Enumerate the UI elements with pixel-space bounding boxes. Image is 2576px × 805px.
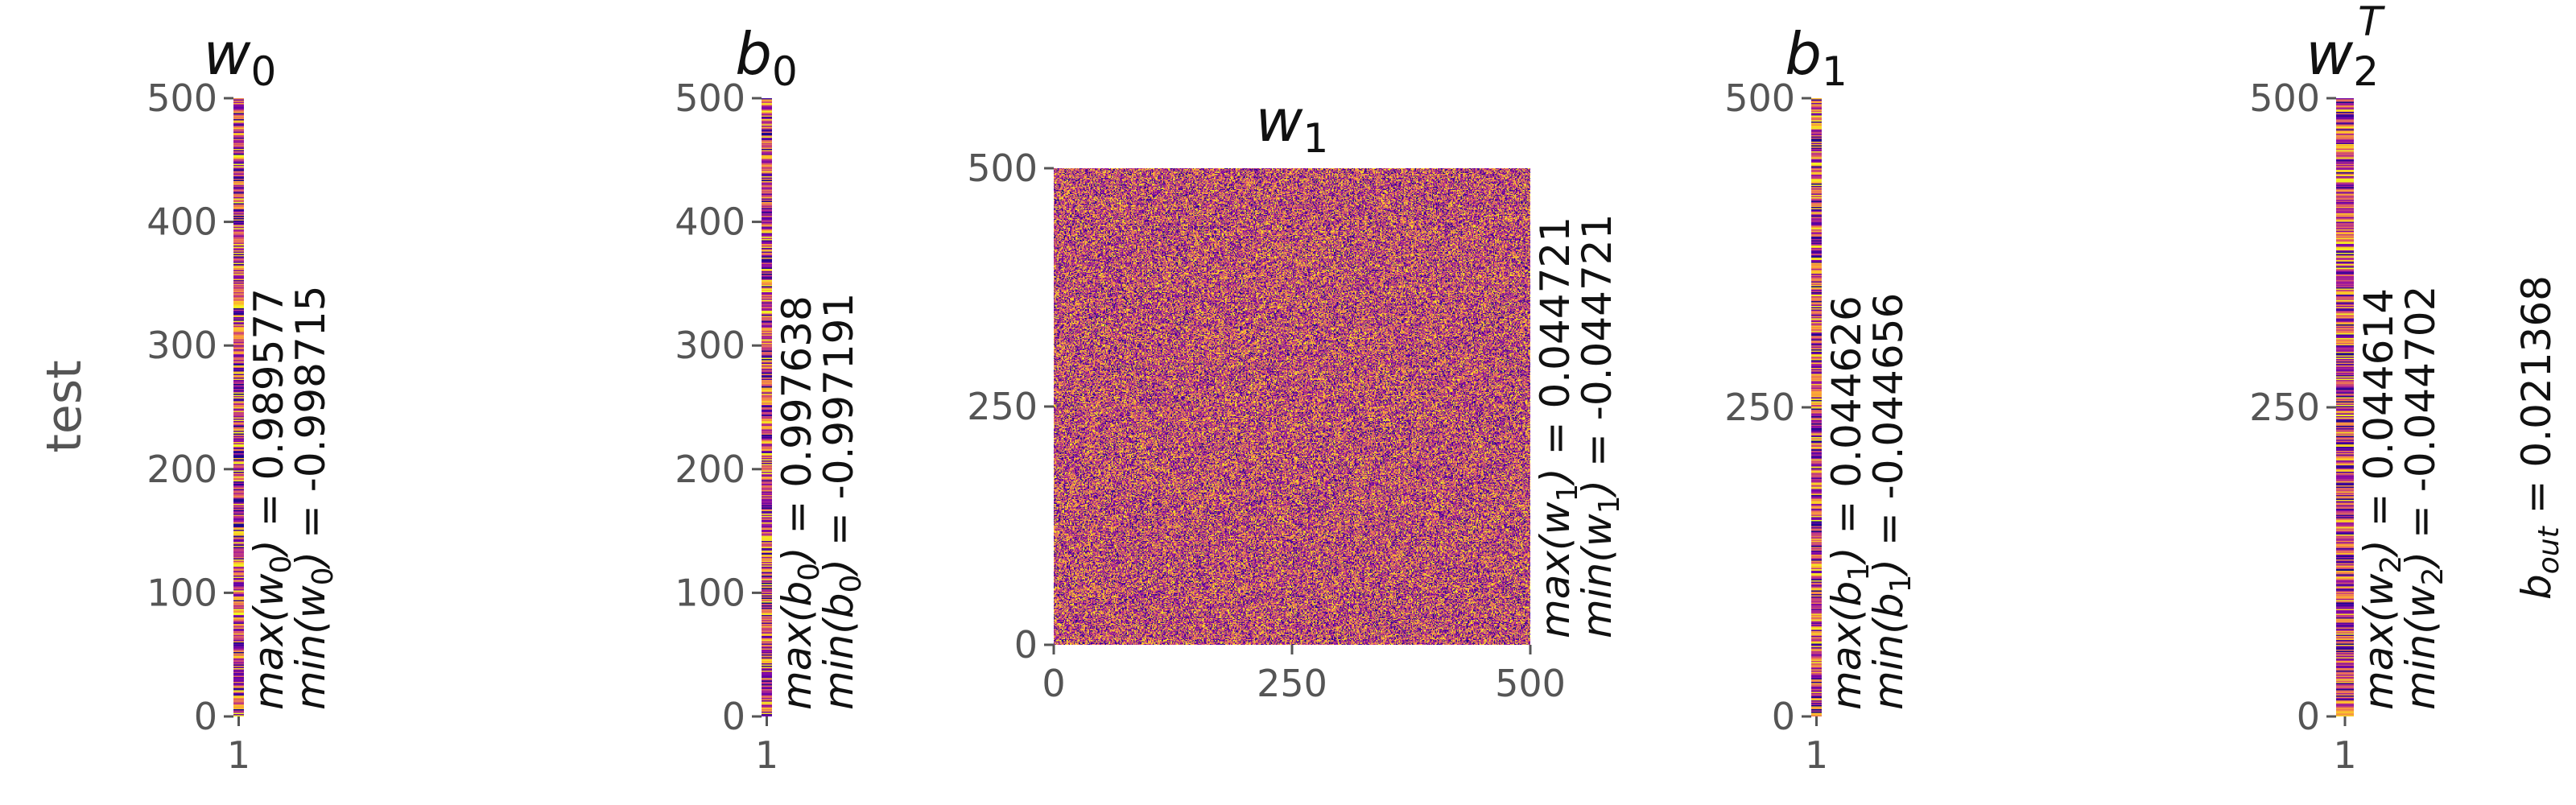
ytick-label-b0-200: 200 [675,448,745,491]
heatmap-b1 [1811,98,1822,716]
panel-title-b0: b0 [735,20,798,95]
heatmap-w0 [233,98,244,716]
min-label-b0: min(b0) = -0.997191 [815,293,868,710]
ytick-label-w0-100: 100 [147,571,217,614]
ytick-label-w2T-250: 250 [2249,386,2320,429]
xtick-label-w1-0: 0 [1042,662,1065,705]
xtick-label-w2T: 1 [2333,733,2356,777]
min-label-b1: min(b1) = -0.044656 [1865,293,1918,710]
ytick-label-b1-500: 500 [1724,76,1795,120]
panel-title-w2T: w2T [2306,0,2385,95]
ytick-label-w2T-500: 500 [2249,76,2320,120]
min-label-w0: min(w0) = -0.998715 [287,286,340,710]
ytick-label-w0-200: 200 [147,448,217,491]
xtick-label-w1-250: 250 [1257,662,1327,705]
panel-title-w0: w0 [204,20,277,95]
xtick-label-b1: 1 [1805,733,1828,777]
xtick-label-b0: 1 [755,733,778,777]
ytick-label-b0-300: 300 [675,324,745,367]
max-label-w2T: max(w2) = 0.044614 [2355,288,2408,710]
bias-out-annotation: bout = 0.021368 [2513,275,2566,600]
min-label-w1: min(w1) = -0.044721 [1574,214,1626,638]
heatmap-w2T [2336,98,2354,716]
ytick-label-w1-500: 500 [967,147,1038,190]
bias-out-label: bout = 0.021368 [2513,275,2566,600]
ytick-label-b0-500: 500 [675,76,745,120]
ytick-label-b0-400: 400 [675,200,745,244]
xtick-label-w0: 1 [227,733,250,777]
row-label: test [36,360,93,452]
ytick-label-b0-100: 100 [675,571,745,614]
ytick-label-b1-250: 250 [1724,386,1795,429]
ytick-label-w0-500: 500 [147,76,217,120]
max-label-b0: max(b0) = 0.997638 [774,295,826,710]
ytick-label-w0-0: 0 [194,695,217,738]
max-label-w0: max(w0) = 0.989577 [246,288,298,710]
heatmap-b0 [762,98,772,716]
panel-title-b1: b1 [1785,20,1847,95]
panel-w0: w0 0 100 200 300 400 500 1 max(w0) = 0.989577min… [147,20,340,777]
ytick-label-b0-0: 0 [722,695,745,738]
xtick-label-w1-500: 500 [1495,662,1566,705]
ytick-label-b1-0: 0 [1772,695,1795,738]
panel-w1: w1 0 250 500 0 250 500 max(w1) = 0.044721min(w1… [967,87,1626,705]
min-label-w2T: min(w2) = -0.044702 [2397,286,2450,710]
max-label-w1: max(w1) = 0.044721 [1532,217,1584,638]
panel-b0: b0 0 100 200 300 400 500 1 max(b0) = 0.997638min… [675,20,868,777]
ytick-label-w0-300: 300 [147,324,217,367]
panel-title-w1: w1 [1256,87,1329,162]
max-label-b1: max(b1) = 0.044626 [1823,295,1876,710]
ytick-label-w0-400: 400 [147,200,217,244]
ytick-label-w1-250: 250 [967,385,1038,428]
ytick-label-w1-0: 0 [1014,623,1038,667]
heatmap-w1 [1054,168,1530,645]
ytick-label-w2T-0: 0 [2297,695,2320,738]
